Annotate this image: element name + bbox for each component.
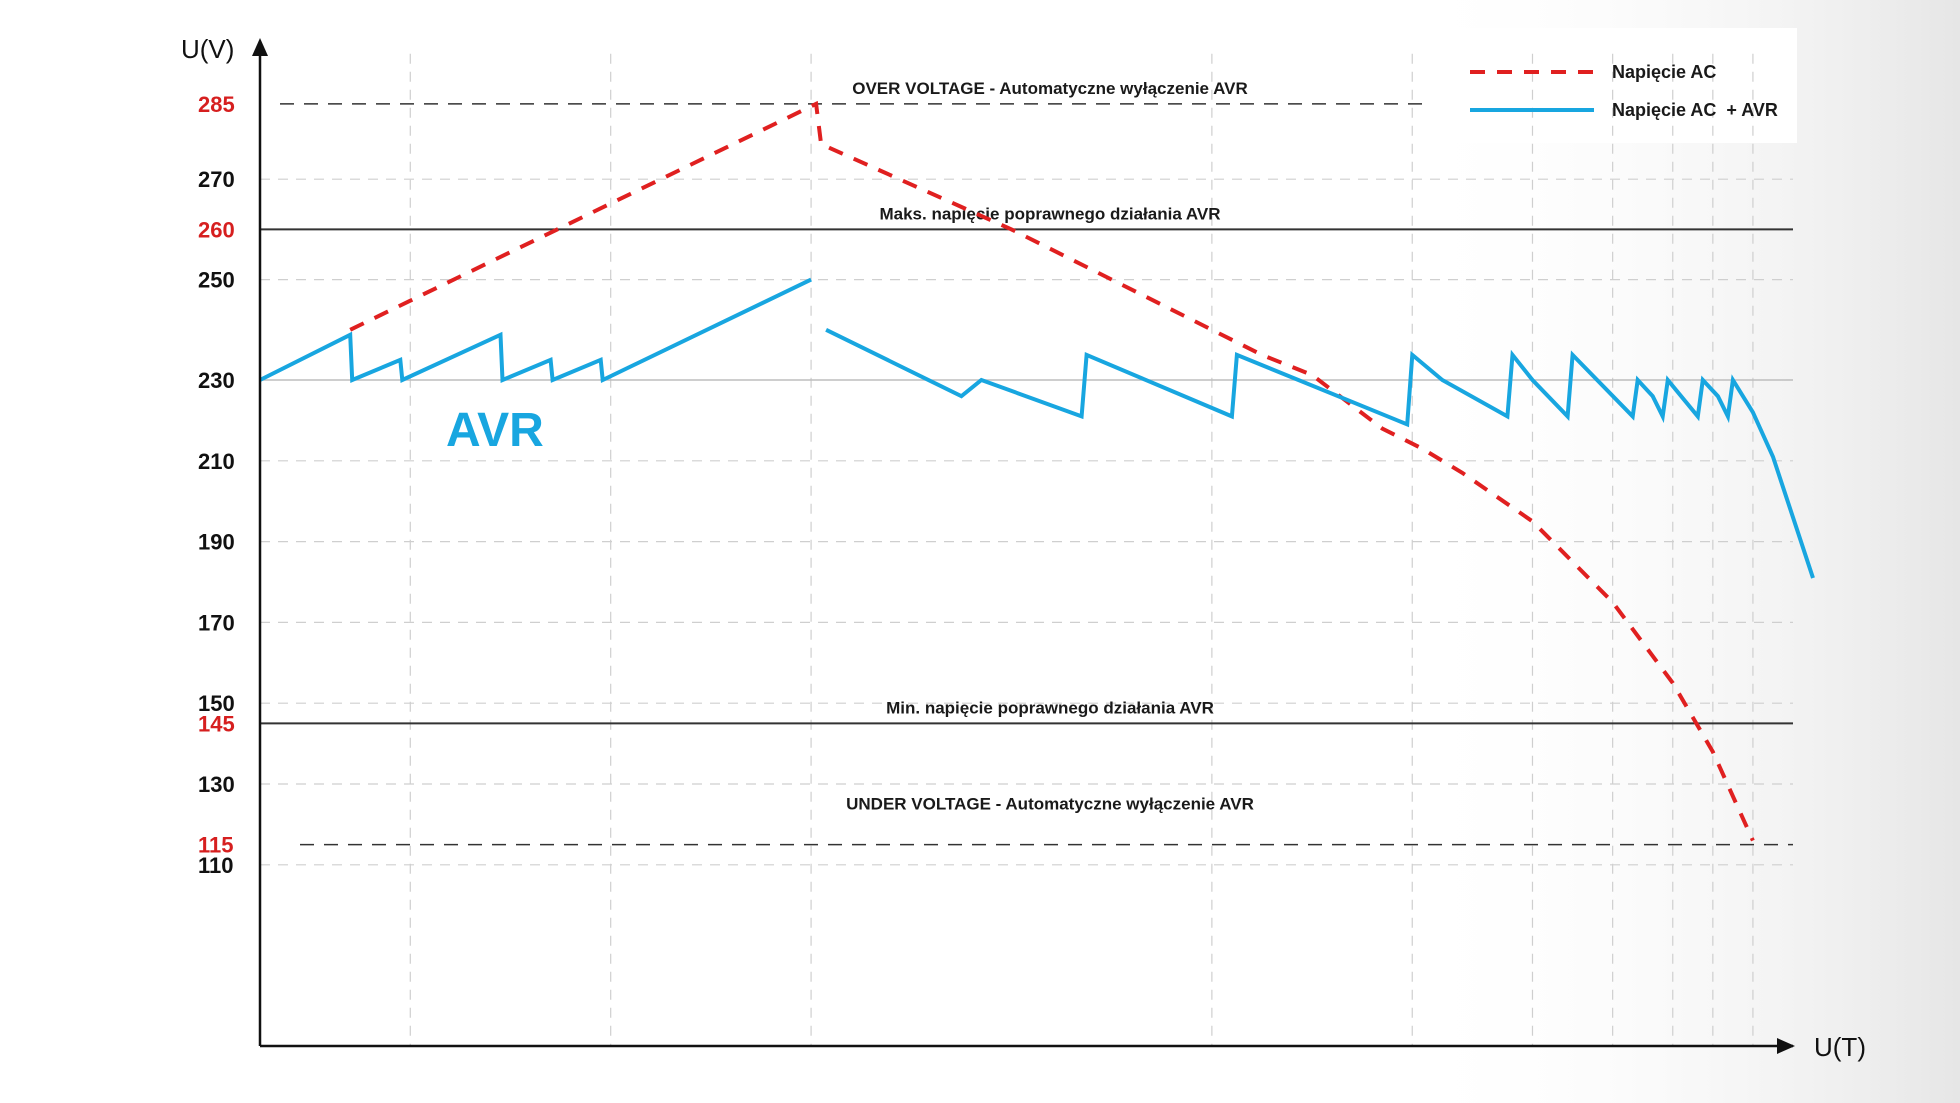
background-fade	[1400, 0, 1960, 1103]
axes	[252, 38, 1795, 1054]
ref-label-4: UNDER VOLTAGE - Automatyczne wyłączenie …	[846, 795, 1254, 814]
ref-label-3: Min. napięcie poprawnego działania AVR	[886, 698, 1214, 717]
x-axis-title: U(T)	[1814, 1032, 1866, 1062]
y-axis-title: U(V)	[181, 34, 234, 64]
y-tick-label-10: 130	[198, 772, 235, 797]
avr-annotation: AVR	[446, 404, 544, 457]
y-tick-label-12: 110	[198, 853, 234, 878]
y-tick-label-7: 170	[198, 610, 235, 635]
legend-label-ac: Napięcie AC	[1612, 62, 1716, 82]
series	[259, 100, 1815, 842]
y-tick-label-8: 150	[198, 691, 235, 716]
legend-box	[1435, 28, 1797, 143]
y-tick-label-1: 270	[198, 167, 235, 192]
series-line-1	[259, 277, 1815, 579]
y-tick-label-11: 115	[198, 833, 234, 858]
y-tick-label-3: 250	[198, 268, 235, 293]
reference-lines: OVER VOLTAGE - Automatyczne wyłączenie A…	[260, 79, 1793, 846]
y-tick-label-6: 190	[198, 530, 235, 555]
y-tick-label-9: 145	[198, 711, 235, 736]
x-axis-arrow	[1777, 1038, 1795, 1054]
legend-label-ac-avr: Napięcie AC + AVR	[1612, 100, 1778, 120]
y-axis-arrow	[252, 38, 268, 56]
y-tick-label-5: 210	[198, 449, 235, 474]
grid	[260, 53, 1793, 1046]
y-tick-label-4: 230	[198, 368, 235, 393]
ref-label-0: OVER VOLTAGE - Automatyczne wyłączenie A…	[852, 79, 1247, 98]
y-tick-label-0: 285	[198, 92, 235, 117]
legend: Napięcie AC Napięcie AC + AVR	[1470, 62, 1778, 120]
ref-label-1: Maks. napięcie poprawnego działania AVR	[879, 204, 1220, 223]
y-tick-label-2: 260	[198, 217, 235, 242]
